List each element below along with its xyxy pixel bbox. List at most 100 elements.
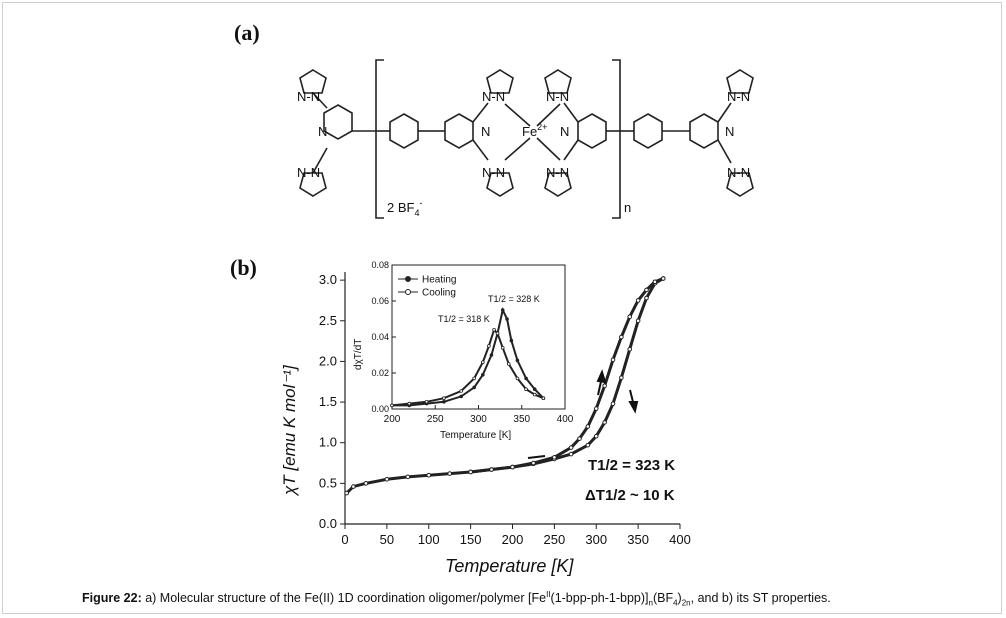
caption-text-1: a) Molecular structure of the Fe(II) 1D … xyxy=(141,591,547,606)
t-half-annotation: T1/2 = 323 K xyxy=(588,457,675,474)
repeat-index-n: n xyxy=(624,200,631,215)
caption-text-2: (1-bpp-ph-1-bpp)] xyxy=(550,591,649,606)
center-top-left-nn: N-N xyxy=(482,89,505,104)
inset-data-point xyxy=(472,385,476,390)
inset-series-line-cooling xyxy=(391,327,544,407)
inset-data-point xyxy=(509,338,514,343)
pyrazole-top-right xyxy=(544,69,572,94)
inset-data-point xyxy=(459,389,464,393)
main-y-tick-label: 0.0 xyxy=(319,516,337,531)
main-data-point xyxy=(426,472,432,478)
main-data-point xyxy=(619,375,624,380)
left-terminal-bpp xyxy=(299,69,378,197)
caption-sup-1: II xyxy=(546,590,551,599)
caption-text-4: ) xyxy=(677,591,682,606)
inset-frame xyxy=(391,264,566,410)
inset-data-point xyxy=(515,376,520,381)
center-bottom-right-nn: N-N xyxy=(546,165,569,180)
main-data-point xyxy=(635,298,641,303)
inset-series-line-heating xyxy=(392,306,545,407)
inset-x-tick-label: 400 xyxy=(557,414,574,425)
main-data-point xyxy=(468,469,473,475)
main-x-tick-label: 250 xyxy=(544,532,566,547)
inset-series xyxy=(390,306,546,408)
main-data-point xyxy=(610,357,616,363)
center-bottom-left-nn: N-N xyxy=(482,165,505,180)
main-x-tick-label: 200 xyxy=(502,532,524,547)
main-data-point xyxy=(610,401,616,406)
iron-center: Fe2+ xyxy=(522,122,547,139)
main-data-point xyxy=(585,442,591,448)
inset-data-point xyxy=(489,353,494,357)
left-bottom-nn-label: N-N xyxy=(297,165,320,180)
main-x-tick-label: 50 xyxy=(380,532,394,547)
inset-x-tick-label: 350 xyxy=(513,414,530,425)
molecular-structure: N-N N N-N N-N N N-N Fe2+ N N-N N-N N-N N… xyxy=(297,59,754,219)
main-y-tick-label: 2.5 xyxy=(319,313,337,328)
right-top-nn-label: N-N xyxy=(727,89,750,104)
inset-y-tick-label: 0.00 xyxy=(371,404,389,414)
main-data-point xyxy=(489,467,494,472)
inset-data-point xyxy=(515,358,520,363)
main-data-point xyxy=(344,490,349,496)
main-x-tick-label: 0 xyxy=(341,532,348,547)
inset-x-tick-label: 200 xyxy=(384,414,401,425)
main-y-tick-label: 2.0 xyxy=(319,353,337,368)
main-data-point xyxy=(577,436,582,441)
main-data-point xyxy=(593,433,599,439)
main-x-tick-label: 350 xyxy=(627,532,649,547)
inset-data-point xyxy=(472,376,476,381)
inset-data-point xyxy=(500,345,505,350)
main-data-point xyxy=(627,314,633,320)
inset-data-point xyxy=(524,387,528,392)
center-right-n: N xyxy=(560,124,569,139)
main-data-point xyxy=(635,318,641,324)
caption-sub-3: 2n xyxy=(681,598,691,608)
caption-text-5: , and b) its ST properties. xyxy=(690,591,831,606)
inset-data-point xyxy=(390,403,394,408)
inset-data-point xyxy=(500,308,505,312)
inset-data-point xyxy=(505,317,509,321)
main-axes: 0 50 100 150 200 250 300 350 400 0.0 0.5 1.0 1.5 2.0 2… xyxy=(319,272,691,547)
spin-transition-chart: 0 50 100 150 200 250 300 350 400 0.0 0.5 1.0 1.5 2.0 2… xyxy=(280,260,691,576)
main-data-point xyxy=(568,451,574,457)
inset-data-point xyxy=(541,396,546,401)
caption-sub-2: 4 xyxy=(673,598,678,608)
right-pyridine-n: N xyxy=(725,124,734,139)
panel-a-label: (a) xyxy=(234,20,260,45)
inset-x-axis-label: Temperature [K] xyxy=(440,430,511,441)
main-data-point xyxy=(627,346,633,352)
main-x-tick-label: 300 xyxy=(585,532,607,547)
main-data-point xyxy=(602,383,607,389)
inset-y-axis-label: dχT/dT xyxy=(353,339,364,370)
main-data-point xyxy=(660,276,666,281)
main-data-point xyxy=(652,279,658,285)
inset-annotation-cooling: T1/2 = 318 K xyxy=(438,314,490,324)
caption-text-3: (BF xyxy=(652,591,674,606)
inset-data-point xyxy=(532,387,537,392)
inset-data-point xyxy=(495,331,500,336)
right-bracket xyxy=(612,59,621,219)
inset-legend-marker xyxy=(405,289,411,295)
left-top-nn-label: N-N xyxy=(297,89,320,104)
inset-data-point xyxy=(481,360,485,365)
inset-data-point xyxy=(524,376,528,381)
delta-t-annotation: ΔT1/2 ~ 10 K xyxy=(585,487,675,504)
main-data-point xyxy=(552,455,557,460)
inset-y-tick-label: 0.02 xyxy=(371,368,389,378)
hysteresis-arrows xyxy=(527,369,639,459)
figure-caption: Figure 22: a) Molecular structure of the… xyxy=(82,590,962,608)
inset-chart: 200 250 300 350 400 0.00 0.02 0.04 0.06 0.08 Heati… xyxy=(371,260,573,425)
main-data-point xyxy=(405,474,411,480)
inset-annotation-heating: T1/2 = 328 K xyxy=(488,294,540,304)
inset-data-point xyxy=(481,372,485,377)
center-top-right-nn: N-N xyxy=(546,89,569,104)
inset-data-point xyxy=(459,394,464,399)
right-bottom-nn-label: N-N xyxy=(727,165,750,180)
inset-legend-marker xyxy=(405,276,411,282)
inset-y-tick-label: 0.08 xyxy=(371,260,389,270)
caption-sub-1: n xyxy=(648,598,653,608)
main-x-tick-label: 400 xyxy=(669,532,691,547)
inset-y-tick-label: 0.04 xyxy=(371,332,389,342)
